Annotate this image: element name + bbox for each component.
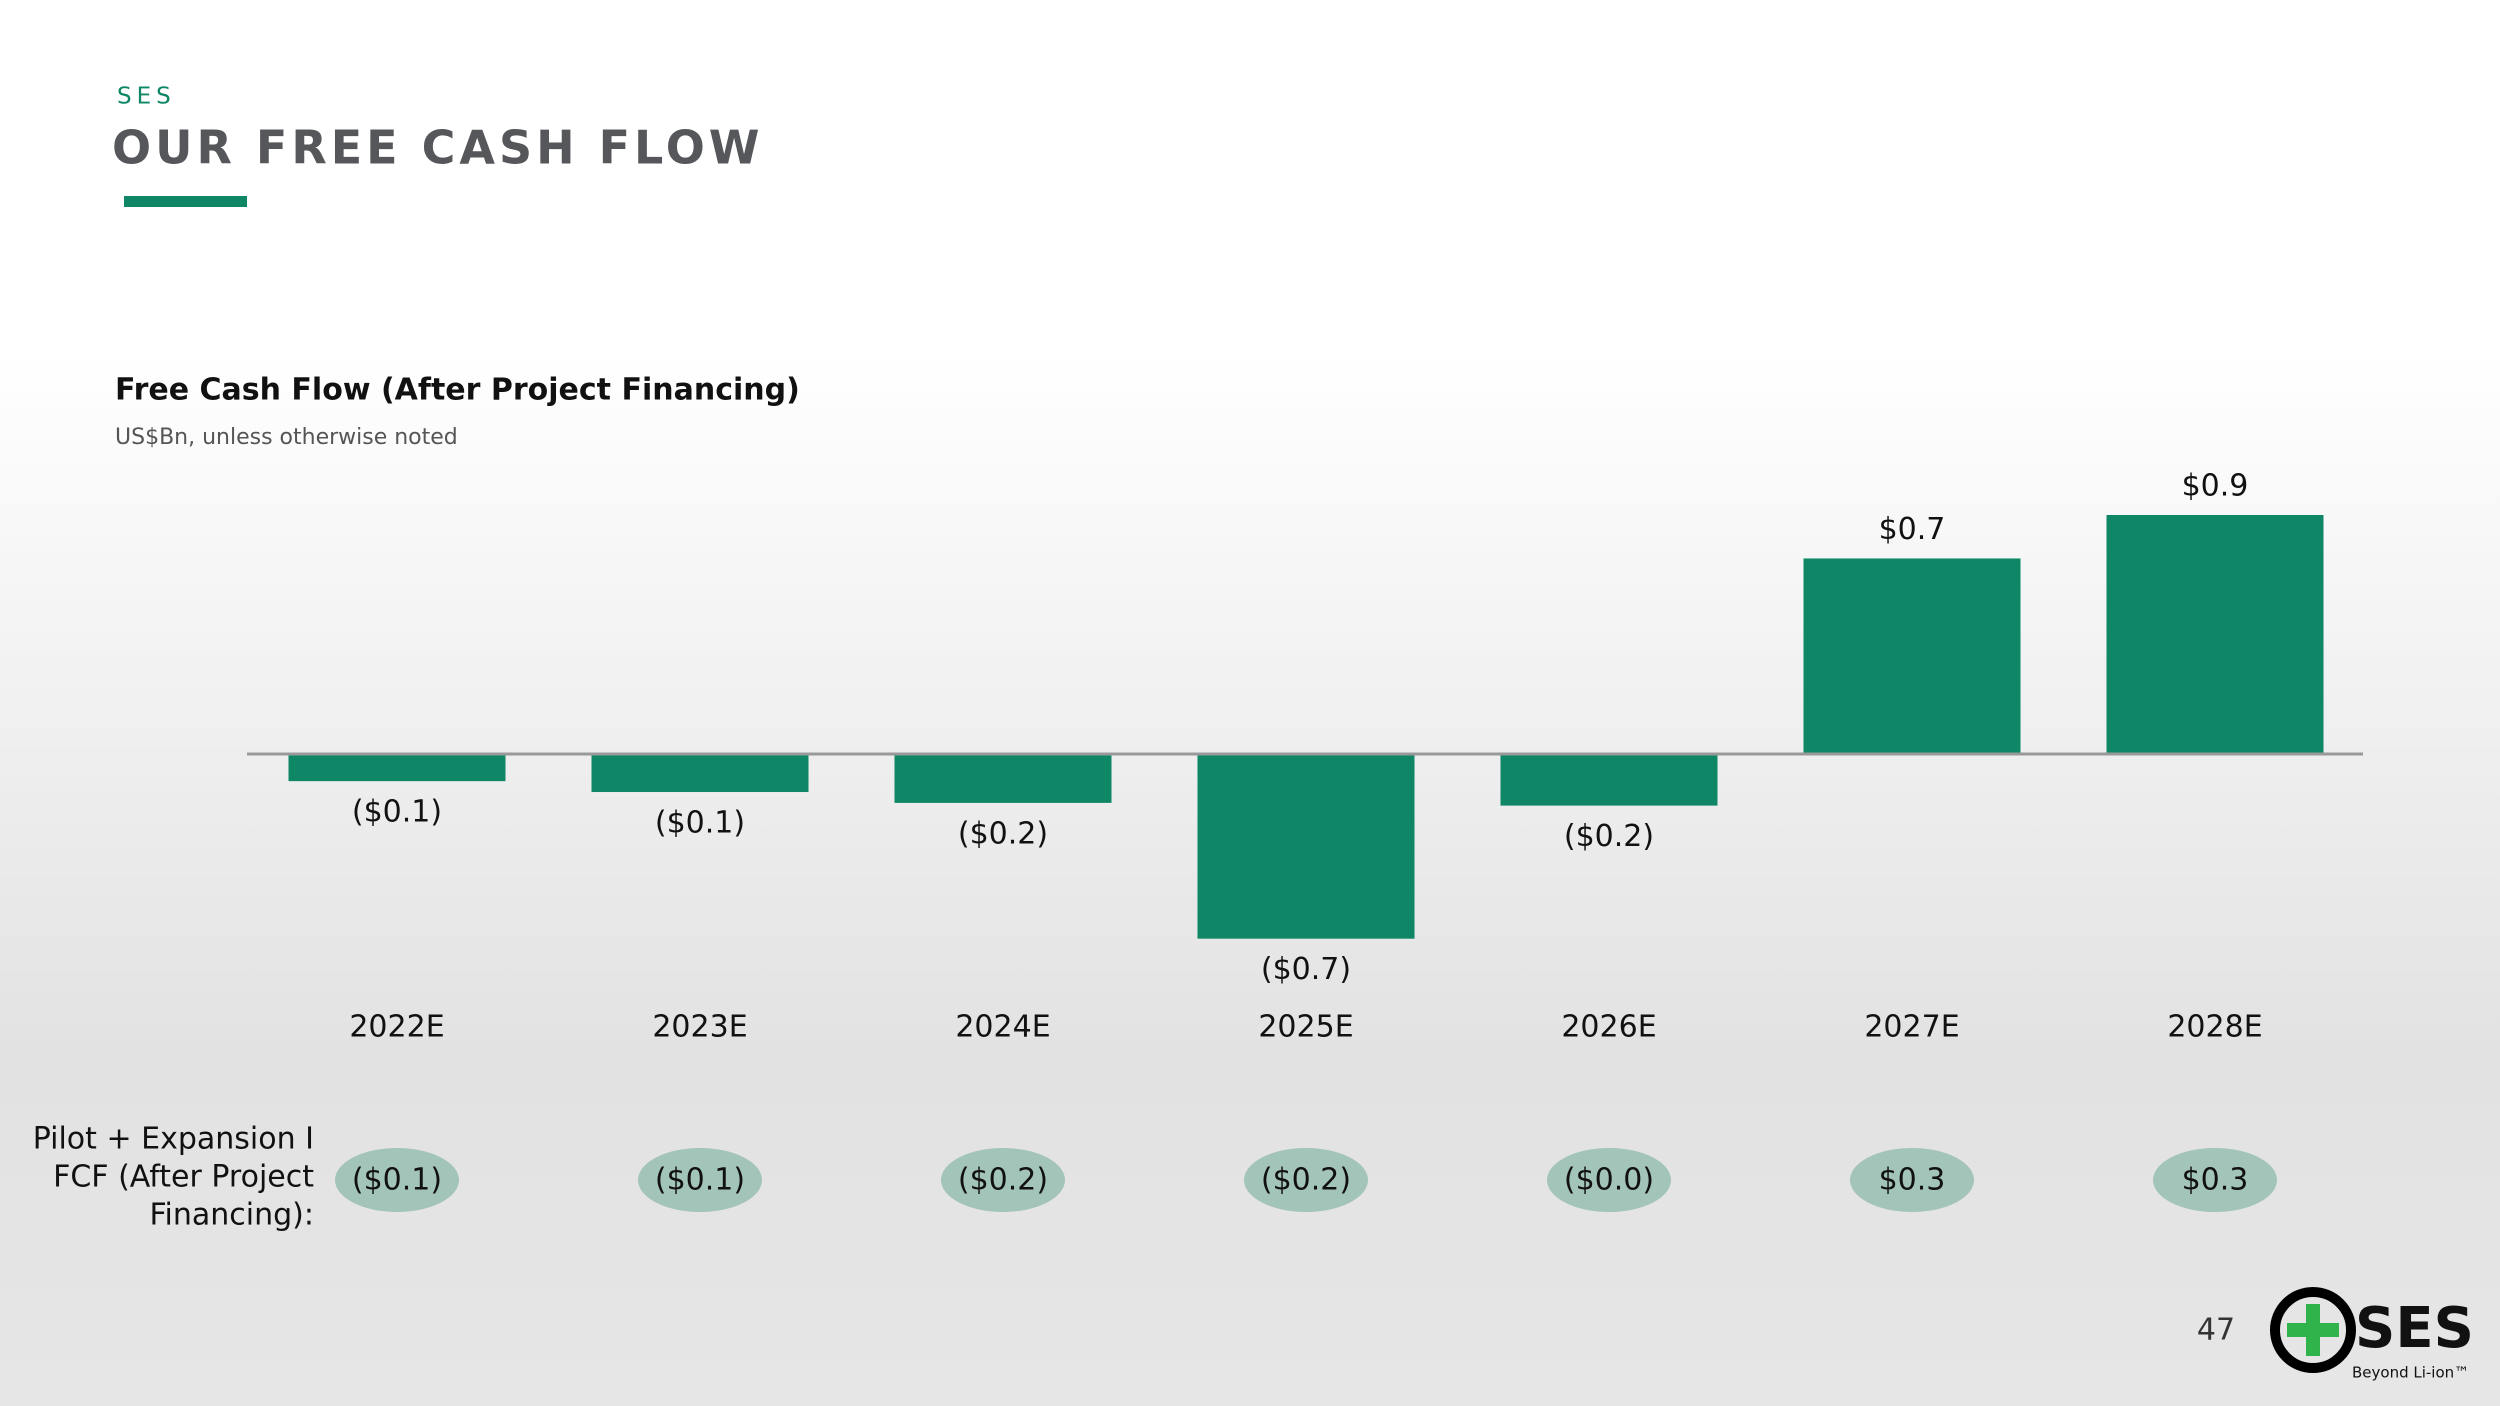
pill: [1850, 1148, 1974, 1212]
bar: [1197, 754, 1415, 939]
pilot-value: $0.3: [2182, 1163, 2249, 1198]
bar: [288, 754, 506, 782]
bar: [591, 754, 809, 793]
title-underline: [124, 196, 247, 207]
logo: SES Beyond Li-ion™: [2270, 1287, 2474, 1382]
pill: [2153, 1148, 2277, 1212]
logo-text: SES: [2355, 1296, 2474, 1361]
data-label: ($0.2): [1564, 819, 1654, 854]
x-tick-label: 2028E: [2167, 1010, 2262, 1045]
row-label: Financing):: [149, 1198, 314, 1233]
chart-title: Free Cash Flow (After Project Financing): [115, 373, 800, 408]
pill: [1547, 1148, 1671, 1212]
logo-plus: [2287, 1323, 2339, 1337]
kicker: SES: [117, 84, 176, 110]
pilot-value: ($0.0): [1564, 1163, 1654, 1198]
pill: [638, 1148, 762, 1212]
chart-subtitle: US$Bn, unless otherwise noted: [115, 425, 458, 450]
page-number: 47: [2197, 1313, 2235, 1348]
logo-tagline: Beyond Li-ion™: [2352, 1364, 2469, 1382]
bar: [2106, 515, 2324, 754]
data-label: $0.9: [2182, 469, 2249, 504]
x-tick-label: 2025E: [1258, 1010, 1353, 1045]
x-tick-label: 2027E: [1864, 1010, 1959, 1045]
x-tick-label: 2022E: [349, 1010, 444, 1045]
pill: [1244, 1148, 1368, 1212]
slide-title: OUR FREE CASH FLOW: [112, 121, 764, 175]
data-label: ($0.7): [1261, 952, 1351, 987]
pilot-value: ($0.1): [655, 1163, 745, 1198]
x-tick-label: 2024E: [955, 1010, 1050, 1045]
bar: [894, 754, 1112, 803]
pilot-value: ($0.2): [1261, 1163, 1351, 1198]
x-tick-label: 2023E: [652, 1010, 747, 1045]
bar: [1500, 754, 1718, 806]
pill: [335, 1148, 459, 1212]
pilot-value: ($0.2): [958, 1163, 1048, 1198]
pilot-value: $0.3: [1879, 1163, 1946, 1198]
pilot-value: ($0.1): [352, 1163, 442, 1198]
pill: [941, 1148, 1065, 1212]
data-label: ($0.1): [655, 806, 745, 841]
logo-ring: [2270, 1287, 2356, 1373]
data-label: ($0.2): [958, 816, 1048, 851]
x-tick-label: 2026E: [1561, 1010, 1656, 1045]
bar: [1803, 558, 2021, 754]
data-label: ($0.1): [352, 795, 442, 830]
data-label: $0.7: [1879, 512, 1946, 547]
row-label: FCF (After Project: [53, 1160, 314, 1195]
row-label: Pilot + Expansion I: [33, 1122, 314, 1157]
